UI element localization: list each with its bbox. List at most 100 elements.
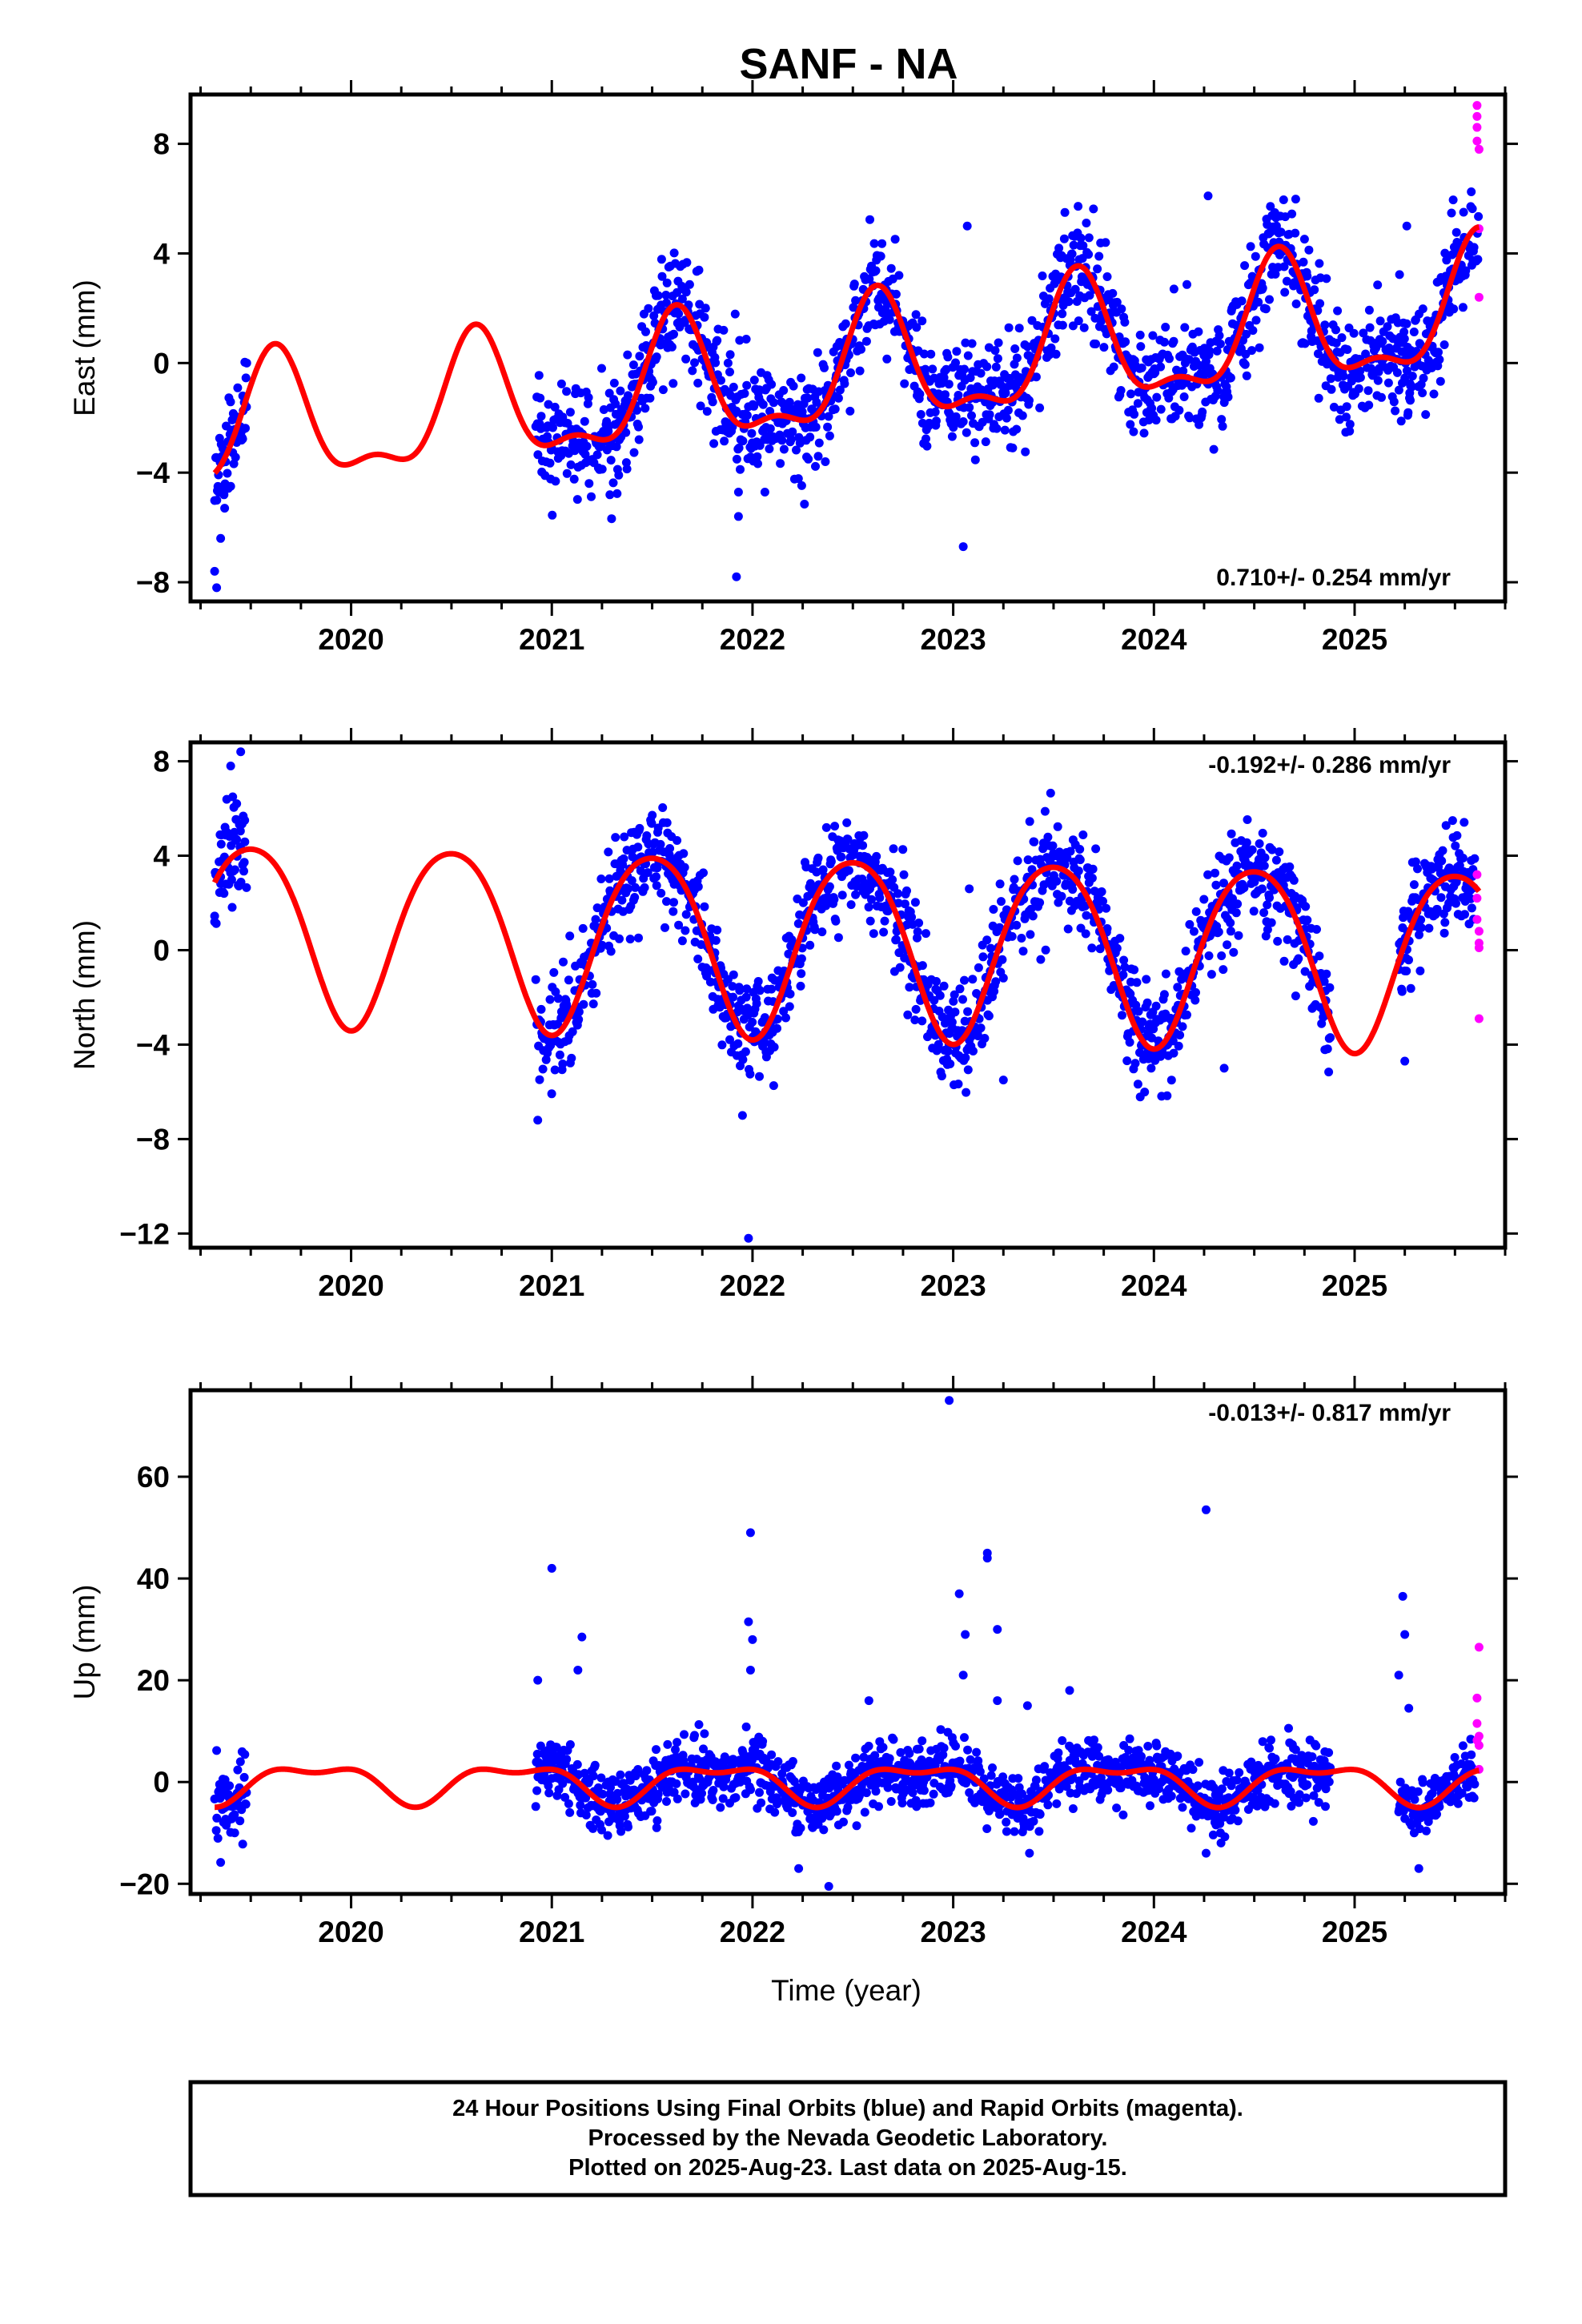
data-point (1349, 328, 1359, 338)
data-point (1474, 211, 1484, 221)
data-point (709, 439, 719, 448)
data-point (946, 1059, 955, 1068)
data-point (825, 431, 834, 440)
data-point (735, 336, 745, 345)
data-point (1307, 1752, 1317, 1762)
data-point (536, 393, 545, 403)
y-tick-label: 8 (153, 746, 170, 778)
outlier-point (748, 1634, 757, 1644)
up-plot-area (210, 1396, 1484, 1891)
data-point (1182, 279, 1191, 289)
data-point (796, 981, 805, 991)
data-point (603, 1831, 612, 1840)
data-point (581, 1811, 591, 1819)
data-point (1161, 323, 1170, 332)
data-point (226, 397, 235, 407)
data-point (1118, 1810, 1128, 1819)
data-point (693, 955, 703, 963)
data-point (1004, 323, 1014, 332)
data-point (606, 456, 616, 465)
y-tick-label: 4 (153, 840, 170, 873)
data-point (1023, 855, 1033, 865)
data-point (917, 1016, 927, 1026)
data-point (1076, 233, 1086, 243)
y-tick-label: 0 (153, 347, 170, 380)
data-point (212, 1813, 222, 1823)
data-point (1204, 951, 1214, 960)
data-point (900, 379, 909, 388)
data-point (758, 1736, 768, 1746)
outlier-point (1169, 284, 1178, 294)
data-point (596, 1773, 606, 1783)
data-point (1120, 317, 1130, 327)
data-point (951, 412, 961, 421)
data-point (1470, 1779, 1480, 1789)
data-point (604, 847, 613, 857)
data-point (1078, 241, 1088, 251)
data-point (1135, 1047, 1144, 1057)
data-point (700, 1729, 709, 1739)
data-point (842, 818, 852, 827)
data-point (1174, 405, 1184, 415)
data-point (1051, 349, 1061, 359)
data-point (773, 1757, 783, 1767)
data-point (789, 381, 798, 391)
data-point (748, 1017, 757, 1027)
data-point (633, 1765, 643, 1774)
data-point (922, 441, 932, 451)
data-point (1101, 238, 1110, 247)
data-point (986, 1771, 996, 1780)
data-point (653, 1790, 663, 1799)
data-point (1026, 904, 1036, 914)
data-point (555, 1050, 564, 1059)
data-point (235, 1816, 245, 1826)
data-point (1280, 212, 1290, 222)
data-point (235, 826, 245, 836)
data-point (837, 852, 846, 862)
data-point (1218, 421, 1227, 431)
data-point (551, 987, 560, 996)
data-point (1434, 348, 1443, 357)
data-point (1261, 304, 1271, 314)
rapid-point (1472, 870, 1482, 879)
data-point (757, 1798, 766, 1807)
outlier-point (533, 1116, 543, 1125)
data-point (960, 1733, 969, 1743)
outlier-point (745, 1528, 755, 1538)
data-point (1449, 304, 1459, 314)
data-point (239, 1772, 249, 1782)
data-point (961, 338, 970, 348)
data-point (1233, 1816, 1243, 1826)
data-point (620, 832, 629, 842)
data-point (858, 841, 868, 850)
data-point (210, 917, 219, 927)
data-point (1389, 397, 1399, 407)
data-point (1091, 844, 1101, 854)
outlier-point (744, 1233, 753, 1243)
data-point (1282, 276, 1291, 286)
data-point (242, 358, 251, 368)
data-point (588, 999, 598, 1009)
data-point (1048, 841, 1058, 850)
data-point (1195, 1758, 1204, 1767)
footer-box: 24 Hour Positions Using Final Orbits (bl… (188, 2080, 1508, 2197)
data-point (1418, 388, 1427, 398)
data-point (779, 1007, 789, 1016)
x-tick-label: 2021 (519, 623, 584, 656)
data-point (669, 329, 678, 339)
data-point (233, 383, 243, 392)
data-point (1411, 857, 1420, 866)
y-tick-label: 40 (137, 1562, 170, 1595)
data-point (616, 386, 625, 396)
data-point (1400, 373, 1410, 383)
data-point (960, 975, 969, 985)
data-point (860, 1807, 869, 1817)
data-point (1215, 1819, 1225, 1828)
data-point (1136, 342, 1146, 352)
data-point (781, 1013, 790, 1023)
data-point (1031, 1775, 1041, 1785)
data-point (880, 916, 889, 926)
data-point (811, 422, 821, 432)
data-point (696, 401, 705, 411)
